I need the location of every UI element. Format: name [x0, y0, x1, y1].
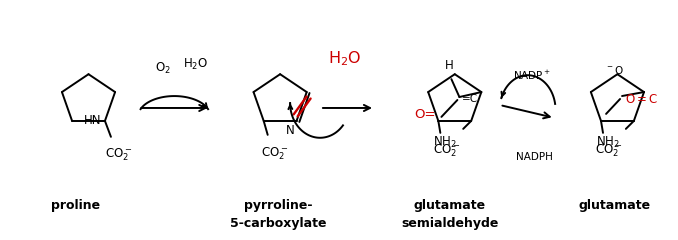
Text: $\mathregular{NH_2}$: $\mathregular{NH_2}$ — [433, 135, 457, 150]
Text: H: H — [445, 59, 454, 72]
Text: glutamate: glutamate — [578, 199, 650, 212]
Text: $\mathregular{CO_2^-}$: $\mathregular{CO_2^-}$ — [105, 147, 132, 163]
Text: $\mathregular{NADP^+}$: $\mathregular{NADP^+}$ — [513, 69, 551, 82]
Text: $\mathregular{H_2O}$: $\mathregular{H_2O}$ — [328, 49, 361, 68]
Text: $\mathregular{^-O}$: $\mathregular{^-O}$ — [605, 64, 624, 76]
Text: glutamate
semialdehyde: glutamate semialdehyde — [401, 199, 498, 230]
Text: $\mathregular{CO_2^-}$: $\mathregular{CO_2^-}$ — [261, 146, 288, 162]
Text: $\mathregular{CO_2^-}$: $\mathregular{CO_2^-}$ — [595, 143, 622, 159]
Text: N: N — [286, 124, 294, 137]
Text: NADPH: NADPH — [516, 152, 553, 162]
Text: $\mathregular{O=C}$: $\mathregular{O=C}$ — [625, 92, 658, 106]
Text: $\mathregular{O_2}$: $\mathregular{O_2}$ — [155, 61, 172, 76]
Text: O=: O= — [414, 108, 435, 121]
Text: HN: HN — [83, 114, 101, 127]
Text: $\mathregular{H_2O}$: $\mathregular{H_2O}$ — [182, 57, 208, 72]
Text: $\mathregular{CO_2^-}$: $\mathregular{CO_2^-}$ — [433, 143, 460, 159]
Text: =C: =C — [462, 94, 479, 104]
Text: proline: proline — [51, 199, 100, 212]
Text: $\mathregular{NH_2}$: $\mathregular{NH_2}$ — [596, 135, 620, 150]
Text: pyrroline-
5-carboxylate: pyrroline- 5-carboxylate — [230, 199, 326, 230]
